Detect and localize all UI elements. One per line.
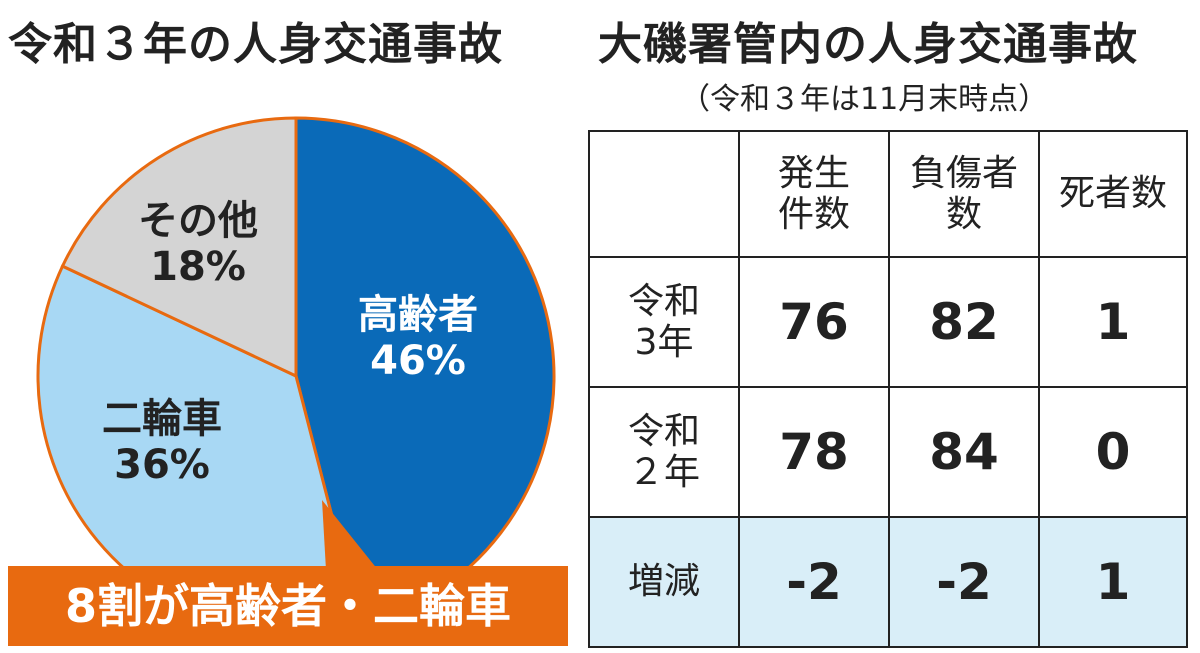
pie-label-other: その他 18% bbox=[98, 198, 298, 290]
table-cell: 82 bbox=[888, 256, 1040, 388]
pie-label-name: 高齢者 bbox=[358, 292, 478, 338]
header-text: 発生 bbox=[777, 152, 850, 194]
row-label-text: 3年 bbox=[634, 322, 694, 363]
table-row-reiwa2: 令和 ２年 78 84 0 bbox=[588, 386, 1188, 518]
row-label: 令和 3年 bbox=[588, 256, 740, 388]
row-label: 増減 bbox=[588, 516, 740, 648]
pie-label-percent: 18% bbox=[150, 244, 246, 290]
pie-label-percent: 36% bbox=[114, 442, 210, 488]
callout-pointer bbox=[322, 500, 378, 570]
row-label-text: 令和 bbox=[627, 410, 700, 452]
callout-banner: 8割が高齢者・二輪車 bbox=[8, 566, 568, 646]
header-text: 数 bbox=[945, 194, 982, 235]
header-text: 負傷者 bbox=[909, 152, 1018, 194]
row-label-text: 増減 bbox=[627, 561, 700, 603]
table-title: 大磯署管内の人身交通事故 bbox=[598, 19, 1138, 70]
pie-label-name: その他 bbox=[138, 198, 258, 244]
header-deaths: 死者数 bbox=[1038, 130, 1188, 258]
pie-label-name: 二輪車 bbox=[102, 396, 222, 442]
table-cell: 1 bbox=[1038, 516, 1188, 648]
table-subtitle: （令和３年は11月末時点） bbox=[680, 82, 1049, 117]
table-cell: -2 bbox=[738, 516, 890, 648]
table-cell: 78 bbox=[738, 386, 890, 518]
pie-chart-title: 令和３年の人身交通事故 bbox=[8, 19, 503, 70]
table-cell: 84 bbox=[888, 386, 1040, 518]
header-injured: 負傷者 数 bbox=[888, 130, 1040, 258]
pie-chart bbox=[36, 116, 556, 636]
table-cell: 1 bbox=[1038, 256, 1188, 388]
row-label: 令和 ２年 bbox=[588, 386, 740, 518]
header-occurrences: 発生 件数 bbox=[738, 130, 890, 258]
accident-stats-table: 発生 件数 負傷者 数 死者数 令和 3年 76 82 1 令和 ２年 78 8… bbox=[588, 130, 1188, 648]
table-cell: 76 bbox=[738, 256, 890, 388]
table-cell: 0 bbox=[1038, 386, 1188, 518]
pie-slice-other bbox=[60, 116, 298, 379]
pie-label-two-wheel: 二輪車 36% bbox=[62, 396, 262, 488]
row-label-text: ２年 bbox=[627, 452, 700, 493]
table-header-row: 発生 件数 負傷者 数 死者数 bbox=[588, 130, 1188, 258]
header-text: 死者数 bbox=[1058, 173, 1167, 215]
table-cell: -2 bbox=[888, 516, 1040, 648]
table-row-reiwa3: 令和 3年 76 82 1 bbox=[588, 256, 1188, 388]
table-row-change: 増減 -2 -2 1 bbox=[588, 516, 1188, 648]
header-empty-cell bbox=[588, 130, 740, 258]
row-label-text: 令和 bbox=[627, 280, 700, 322]
pie-label-percent: 46% bbox=[370, 338, 466, 384]
header-text: 件数 bbox=[777, 194, 850, 235]
pie-label-elderly: 高齢者 46% bbox=[318, 292, 518, 384]
